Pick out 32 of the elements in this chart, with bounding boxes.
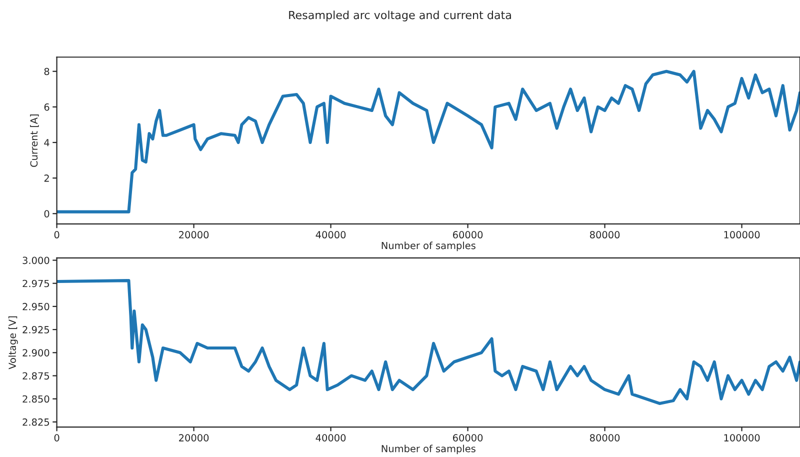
x-tick-label: 100000 (724, 434, 760, 442)
y-tick-label: 6 (44, 103, 50, 111)
y-tick-label: 2.875 (22, 372, 50, 380)
y-tick-label: 2.975 (22, 280, 50, 288)
y-axis-title: Current [A] (30, 114, 39, 167)
x-tick-label: 0 (54, 434, 60, 442)
x-tick-label: 0 (54, 231, 60, 238)
y-tick-label: 3.000 (22, 256, 50, 264)
x-tick-label: 20000 (179, 231, 209, 238)
line-series (56, 70, 800, 214)
y-axis-title: Voltage [V] (8, 316, 18, 370)
chart-title: Resampled arc voltage and current data (289, 10, 511, 22)
x-tick-label: 80000 (590, 434, 620, 442)
y-tick-label: 2.925 (22, 326, 50, 334)
x-tick-label: 100000 (724, 231, 760, 238)
x-axis-title: Number of samples (382, 242, 476, 252)
x-tick-label: 80000 (590, 231, 620, 238)
y-tick-label: 2 (44, 174, 49, 182)
y-tick-label: 2.950 (22, 302, 50, 310)
line-series (56, 279, 800, 405)
x-tick-label: 20000 (179, 434, 209, 442)
x-tick-label: 60000 (453, 231, 483, 238)
y-tick-label: 0 (44, 210, 50, 218)
x-tick-label: 60000 (453, 434, 483, 442)
y-tick-label: 8 (44, 68, 50, 76)
y-tick-label: 4 (44, 139, 50, 146)
x-tick-label: 40000 (316, 434, 346, 442)
x-tick-label: 40000 (316, 231, 346, 238)
x-axis-title: Number of samples (382, 444, 476, 454)
y-tick-label: 2.825 (22, 418, 50, 426)
y-tick-label: 2.850 (22, 395, 50, 403)
y-tick-label: 2.900 (22, 349, 50, 356)
